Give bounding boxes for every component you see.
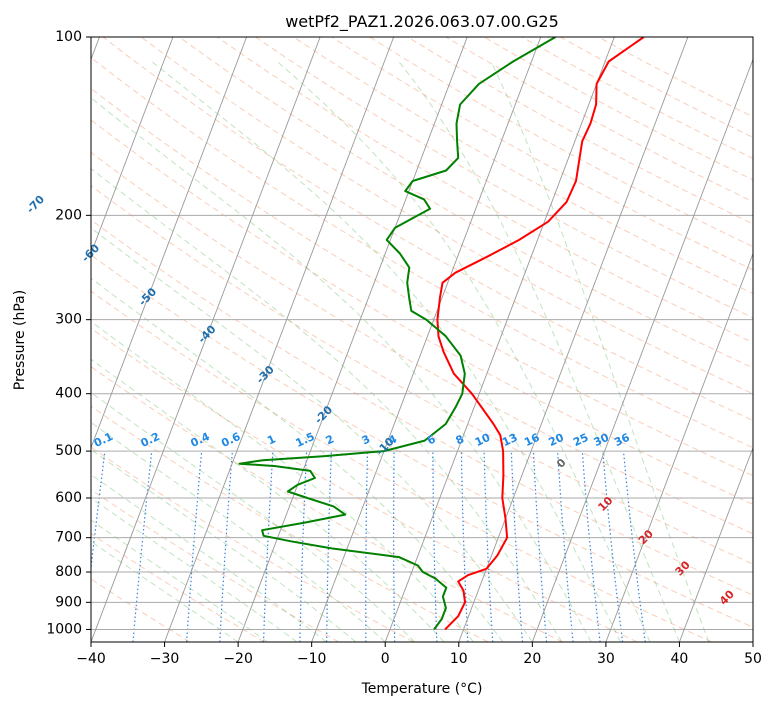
x-tick-label: −30: [150, 651, 180, 667]
x-tick-label: −10: [297, 651, 327, 667]
moist-adiabat-line: [91, 519, 268, 642]
dry-adiabat-line: [91, 87, 753, 477]
mixing-ratio-label: 30: [592, 431, 612, 449]
y-tick-label: 700: [55, 530, 82, 546]
isotherm-line: [531, 58, 753, 642]
mixing-ratio-line: [91, 451, 106, 574]
axes: −40 −30 −20 −10 0 10 20 30 40 50 1000 900 800 700 600 5…: [46, 29, 762, 667]
isotherm-line: [458, 37, 689, 642]
x-tick-label: 40: [671, 651, 689, 667]
dry-adiabat-line: [91, 185, 753, 565]
isotherm-line: [679, 446, 753, 642]
mixing-ratio-label: 10: [473, 431, 493, 449]
moist-adiabat-line: [91, 497, 298, 642]
mixing-ratio-label: 13: [500, 431, 519, 449]
dry-adiabat-line: [178, 37, 753, 369]
moist-adiabat-line: [91, 97, 592, 642]
moist-adiabat-line: [91, 277, 504, 642]
mixing-ratio-line: [602, 451, 624, 642]
dry-adiabat-line: [140, 37, 753, 395]
y-tick-label: 400: [55, 386, 82, 402]
y-tick-label: 100: [55, 29, 82, 45]
x-tick-label: 20: [523, 651, 541, 667]
dry-adiabat-line: [91, 151, 753, 535]
isotherm-line: [91, 37, 247, 450]
x-tick-label: 30: [597, 651, 615, 667]
moist-adiabat-line: [91, 320, 474, 642]
mixing-ratio-label: 36: [612, 431, 632, 449]
temperature-profile-line: [436, 37, 645, 631]
moist-adiabat-line: [490, 61, 710, 642]
moist-adiabat-line: [91, 227, 533, 642]
isotherm-line: [605, 252, 753, 642]
y-tick-label: 300: [55, 312, 82, 328]
moist-adiabat-line: [276, 61, 651, 642]
mixing-ratio-label: 25: [571, 431, 590, 449]
moist-adiabat-line: [398, 61, 680, 642]
x-tick-label: −20: [223, 651, 253, 667]
x-tick-label: 0: [381, 651, 390, 667]
dry-adiabat-line: [91, 532, 265, 642]
dry-adiabat-line: [217, 37, 753, 344]
mixing-ratio-label: 16: [522, 431, 542, 449]
profile-lines: [238, 37, 645, 631]
x-tick-label: −40: [76, 651, 106, 667]
dry-adiabat-line: [91, 290, 713, 642]
moist-adiabat-line: [91, 391, 415, 642]
y-tick-label: 200: [55, 207, 82, 223]
y-tick-label: 800: [55, 564, 82, 580]
dry-adiabat-line: [102, 37, 753, 422]
moist-adiabat-line: [91, 167, 563, 642]
dry-adiabat-line: [91, 446, 414, 642]
y-tick-label: 500: [55, 443, 82, 459]
y-tick-label: 600: [55, 490, 82, 506]
dewpoint-profile-line: [238, 37, 557, 630]
moist-adiabat-line: [91, 473, 327, 642]
isotherm-line: [237, 37, 468, 642]
background-lines: [91, 37, 753, 642]
y-tick-label: 900: [55, 594, 82, 610]
x-tick-label: 10: [450, 651, 468, 667]
dry-adiabat-line: [91, 327, 638, 642]
moist-adiabat-line: [91, 540, 239, 642]
isotherm-line: [311, 37, 542, 642]
moist-adiabat-line: [151, 61, 622, 642]
y-axis-label: Pressure (hPa): [12, 290, 28, 390]
isotherm-line: [91, 37, 321, 642]
isotherm-line: [91, 37, 174, 255]
isotherm-line: [384, 37, 615, 642]
dry-adiabat-line: [91, 57, 753, 449]
isotherm-line: [164, 37, 395, 642]
chart-title: wetPf2_PAZ1.2026.063.07.00.G25: [285, 12, 559, 32]
x-axis-label: Temperature (°C): [361, 681, 483, 697]
y-tick-label: 1000: [46, 621, 82, 637]
mixing-ratio-line: [622, 451, 646, 642]
moist-adiabat-line: [91, 421, 386, 642]
mixing-ratio-label: 20: [546, 431, 566, 449]
plot-frame: [90, 36, 754, 643]
x-tick-label: 50: [744, 651, 762, 667]
